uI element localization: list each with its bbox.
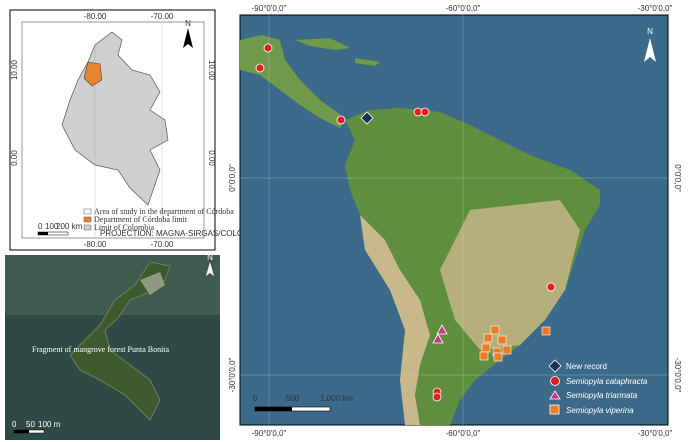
legend-swatch <box>83 208 92 215</box>
north-label: N <box>185 19 191 28</box>
legend-swatch <box>83 224 92 231</box>
scale-label: 100 m <box>38 420 61 429</box>
scale-label: 0 <box>38 222 43 231</box>
legend-swatch <box>83 216 92 223</box>
occurrence-point <box>502 345 512 355</box>
lon-label: -60°0'0,0" <box>446 429 481 438</box>
lat-label: 0.00 <box>207 150 216 166</box>
scale-label: 1.000 km <box>320 394 353 403</box>
lat-label: 0°0'0,0" <box>673 164 682 192</box>
brazilian-highlands <box>440 200 580 350</box>
occurrence-point <box>481 343 491 353</box>
lon-label: -90°0'0,0" <box>252 429 287 438</box>
legend-label: Area of study in the department of Córdo… <box>94 207 234 216</box>
legend-symbol <box>549 390 561 400</box>
scale-label: 500 <box>286 394 300 403</box>
lat-label: 0.00 <box>10 150 19 166</box>
occurrence-points <box>255 43 556 402</box>
legend-label: Semiopyla triarmata <box>566 391 638 400</box>
caribbean-islands <box>295 38 350 50</box>
lon-label: -80.00 <box>84 240 107 249</box>
lat-label: -30°0'0,0" <box>673 358 682 393</box>
lon-label: -90°0'0,0" <box>252 4 287 13</box>
projection-note: PROJECTION: MAGNA-SIRGAS/COLOMBIA West z… <box>100 229 347 238</box>
north-arrow <box>644 38 656 62</box>
lat-label: 10.00 <box>10 59 19 80</box>
scale-bar <box>38 232 48 235</box>
occurrence-point <box>497 335 507 345</box>
scale-bar <box>255 407 292 411</box>
scale-label: 50 <box>26 420 35 429</box>
occurrence-point <box>493 352 503 362</box>
occurrence-point <box>336 115 346 125</box>
legend-label: Department of Córdoba limit <box>94 215 188 224</box>
scale-bar <box>14 430 29 433</box>
occurrence-point <box>479 351 489 361</box>
occurrence-point <box>432 333 444 344</box>
occurrence-point <box>541 326 551 336</box>
scale-label: 0 <box>12 420 17 429</box>
legend-symbol <box>548 359 562 373</box>
north-arrow <box>206 262 214 276</box>
lat-label: 0°0'0,0" <box>228 164 237 192</box>
andes <box>360 215 430 425</box>
scale-label: 200 km <box>56 222 83 231</box>
occurrence-point <box>432 392 442 402</box>
lon-label: -70.00 <box>151 12 174 21</box>
occurrence-point <box>490 325 500 335</box>
legend-label: Semiopyla viperina <box>566 406 634 415</box>
occurrence-point <box>255 63 265 73</box>
scale-label: 0 <box>253 394 258 403</box>
central-america <box>240 35 345 128</box>
north-label: N <box>647 27 653 36</box>
lon-label: -30°0'0,0" <box>638 4 673 13</box>
occurrence-point <box>263 43 273 53</box>
cordoba-department <box>83 61 103 87</box>
occurrence-point <box>360 111 374 125</box>
lon-label: -30°0'0,0" <box>638 429 673 438</box>
occurrence-point <box>483 333 493 343</box>
legend-symbol <box>550 376 560 386</box>
aerial-land <box>69 261 171 421</box>
scale-label: 100 <box>45 222 59 231</box>
caribbean-islands <box>355 58 380 66</box>
north-label: N <box>207 253 213 262</box>
lon-label: -80.00 <box>84 12 107 21</box>
legend-label: New record <box>566 362 607 371</box>
lon-label: -70.00 <box>151 240 174 249</box>
legend-label: Limit of Colombia <box>94 223 154 232</box>
occurrence-point <box>546 282 556 292</box>
north-arrow <box>183 28 193 48</box>
aerial-label: Fragment of mangrove forest Punta Bonita <box>32 345 170 354</box>
lat-label: 10.00 <box>207 60 216 81</box>
legend-label: Semiopyla cataphracta <box>566 377 648 386</box>
lat-label: -30°0'0,0" <box>228 357 237 392</box>
legend-symbol <box>549 404 560 415</box>
aerial-clearing <box>140 272 165 295</box>
occurrence-point <box>420 107 430 117</box>
occurrence-point <box>436 324 448 335</box>
lon-label: -60°0'0,0" <box>446 4 481 13</box>
